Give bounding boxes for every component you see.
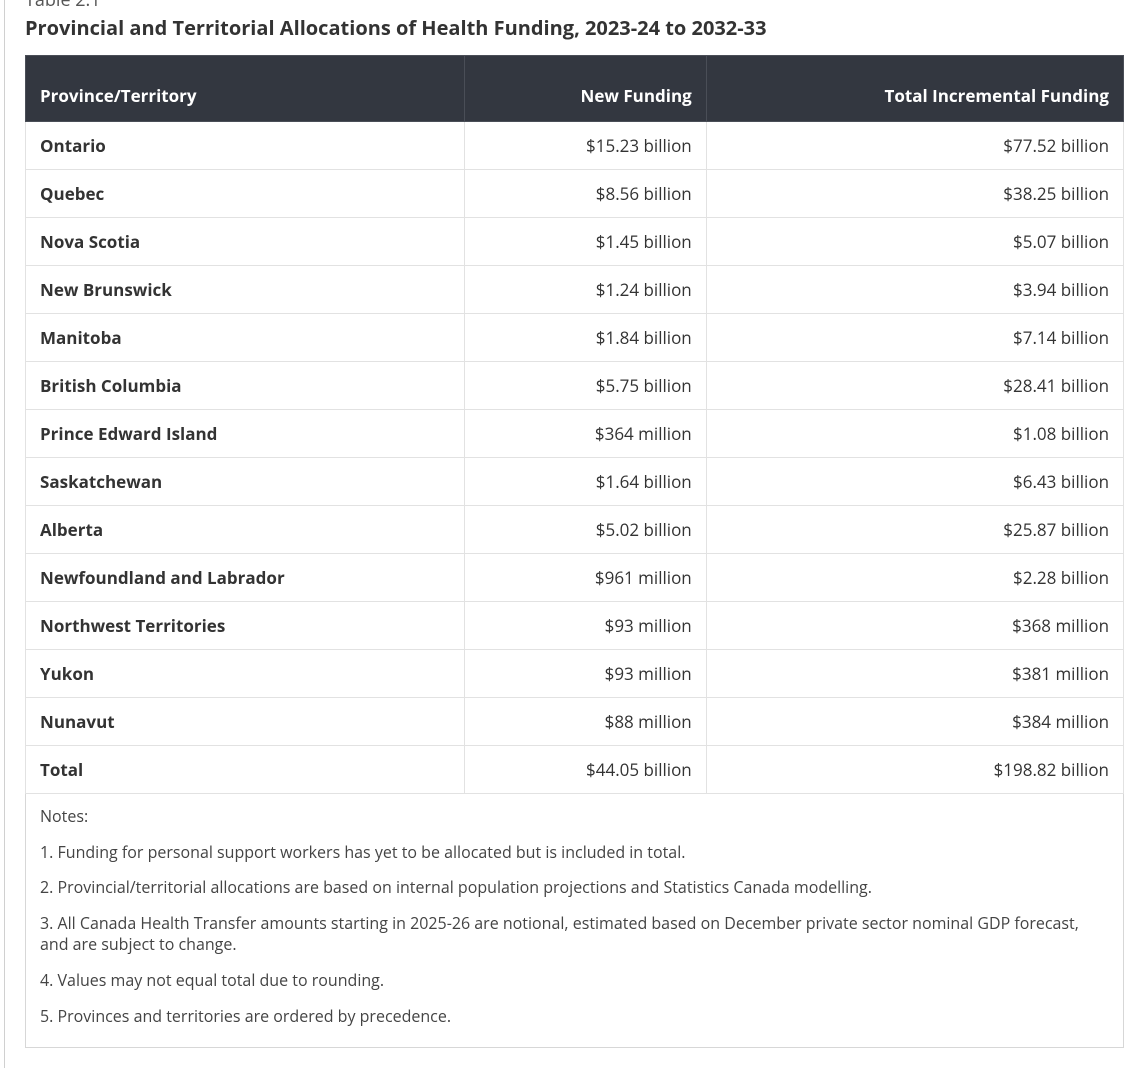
col-header-total-funding: Total Incremental Funding xyxy=(706,56,1123,122)
cell-province: Nova Scotia xyxy=(26,218,465,266)
cell-province: Prince Edward Island xyxy=(26,410,465,458)
note-item: 3. All Canada Health Transfer amounts st… xyxy=(40,913,1109,956)
cell-total-funding: $1.08 billion xyxy=(706,410,1123,458)
cell-province: Quebec xyxy=(26,170,465,218)
table-row: Quebec $8.56 billion $38.25 billion xyxy=(26,170,1124,218)
cell-province: Newfoundland and Labrador xyxy=(26,554,465,602)
cell-new-funding: $364 million xyxy=(465,410,707,458)
cell-new-funding: $1.84 billion xyxy=(465,314,707,362)
note-item: 1. Funding for personal support workers … xyxy=(40,842,1109,864)
cell-province: Saskatchewan xyxy=(26,458,465,506)
cell-total-funding: $2.28 billion xyxy=(706,554,1123,602)
cell-total-funding: $384 million xyxy=(706,698,1123,746)
table-row: Nova Scotia $1.45 billion $5.07 billion xyxy=(26,218,1124,266)
table-row: British Columbia $5.75 billion $28.41 bi… xyxy=(26,362,1124,410)
cell-total-funding: $6.43 billion xyxy=(706,458,1123,506)
cell-total-funding: $198.82 billion xyxy=(706,746,1123,794)
table-header-row: Province/Territory New Funding Total Inc… xyxy=(26,56,1124,122)
cell-total-funding: $381 million xyxy=(706,650,1123,698)
cell-province: Northwest Territories xyxy=(26,602,465,650)
cell-province: Ontario xyxy=(26,122,465,170)
cell-total-funding: $38.25 billion xyxy=(706,170,1123,218)
cell-new-funding: $88 million xyxy=(465,698,707,746)
note-item: 2. Provincial/territorial allocations ar… xyxy=(40,877,1109,899)
table-row: Nunavut $88 million $384 million xyxy=(26,698,1124,746)
cell-province: Nunavut xyxy=(26,698,465,746)
cell-new-funding: $93 million xyxy=(465,650,707,698)
cell-total-funding: $3.94 billion xyxy=(706,266,1123,314)
cell-province: Manitoba xyxy=(26,314,465,362)
table-row: Alberta $5.02 billion $25.87 billion xyxy=(26,506,1124,554)
page-container: Table 2.1 Provincial and Territorial All… xyxy=(4,0,1144,1068)
table-body: Ontario $15.23 billion $77.52 billion Qu… xyxy=(26,122,1124,794)
col-header-new-funding: New Funding xyxy=(465,56,707,122)
table-row: Newfoundland and Labrador $961 million $… xyxy=(26,554,1124,602)
cell-new-funding: $44.05 billion xyxy=(465,746,707,794)
cell-total-funding: $368 million xyxy=(706,602,1123,650)
cell-province: Alberta xyxy=(26,506,465,554)
cell-total-funding: $5.07 billion xyxy=(706,218,1123,266)
table-number: Table 2.1 xyxy=(25,0,1124,12)
cell-new-funding: $8.56 billion xyxy=(465,170,707,218)
cell-province: Yukon xyxy=(26,650,465,698)
table-title: Provincial and Territorial Allocations o… xyxy=(25,14,1124,41)
cell-total-funding: $28.41 billion xyxy=(706,362,1123,410)
cell-province: Total xyxy=(26,746,465,794)
cell-new-funding: $1.64 billion xyxy=(465,458,707,506)
table-row: New Brunswick $1.24 billion $3.94 billio… xyxy=(26,266,1124,314)
note-item: 5. Provinces and territories are ordered… xyxy=(40,1006,1109,1028)
cell-province: New Brunswick xyxy=(26,266,465,314)
funding-table: Province/Territory New Funding Total Inc… xyxy=(25,55,1124,794)
table-notes: Notes: 1. Funding for personal support w… xyxy=(25,794,1124,1048)
table-row: Prince Edward Island $364 million $1.08 … xyxy=(26,410,1124,458)
cell-total-funding: $25.87 billion xyxy=(706,506,1123,554)
table-row-total: Total $44.05 billion $198.82 billion xyxy=(26,746,1124,794)
cell-new-funding: $15.23 billion xyxy=(465,122,707,170)
table-row: Northwest Territories $93 million $368 m… xyxy=(26,602,1124,650)
table-row: Ontario $15.23 billion $77.52 billion xyxy=(26,122,1124,170)
table-row: Manitoba $1.84 billion $7.14 billion xyxy=(26,314,1124,362)
col-header-province: Province/Territory xyxy=(26,56,465,122)
cell-new-funding: $961 million xyxy=(465,554,707,602)
cell-new-funding: $1.45 billion xyxy=(465,218,707,266)
note-item: 4. Values may not equal total due to rou… xyxy=(40,970,1109,992)
table-row: Yukon $93 million $381 million xyxy=(26,650,1124,698)
cell-total-funding: $7.14 billion xyxy=(706,314,1123,362)
cell-new-funding: $1.24 billion xyxy=(465,266,707,314)
table-row: Saskatchewan $1.64 billion $6.43 billion xyxy=(26,458,1124,506)
notes-label: Notes: xyxy=(40,806,1109,828)
cell-new-funding: $5.75 billion xyxy=(465,362,707,410)
cell-new-funding: $5.02 billion xyxy=(465,506,707,554)
cell-new-funding: $93 million xyxy=(465,602,707,650)
cell-province: British Columbia xyxy=(26,362,465,410)
cell-total-funding: $77.52 billion xyxy=(706,122,1123,170)
